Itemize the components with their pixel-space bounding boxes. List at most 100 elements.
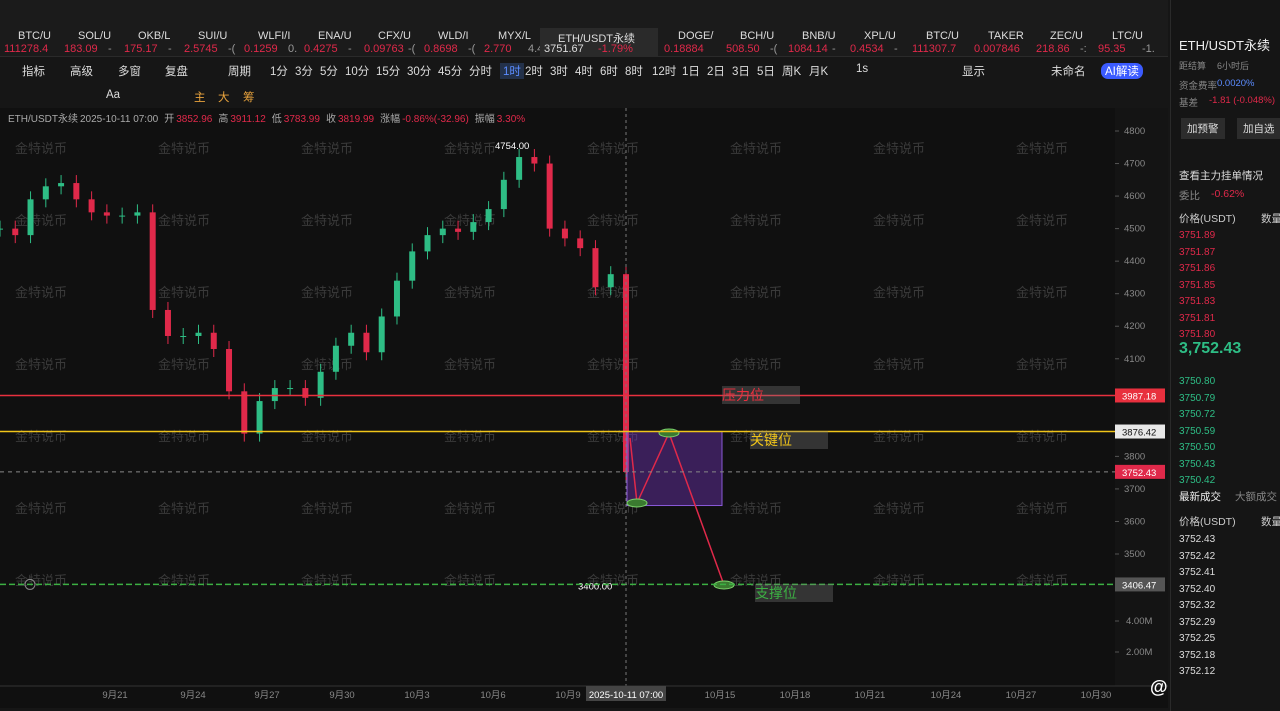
draw-tool[interactable]: 主 [194,92,206,104]
ticker-symbol: SOL/U [78,30,112,42]
info-field: 涨幅 [380,114,401,125]
ticker-tab[interactable]: TAKER 0.007846 [970,28,1030,56]
ticker-tab[interactable]: ZEC/U 218.86 -: [1032,28,1092,56]
toolbar-item[interactable]: 显示 [962,66,985,78]
toolbar-item[interactable]: 分时 [469,66,492,78]
candle [439,228,446,236]
toolbar-item[interactable]: 45分 [438,66,463,78]
watermark: 金特说币 [301,213,353,228]
text: 资金费率 [1179,81,1218,92]
toolbar-item[interactable]: 周K [782,66,802,78]
chart-bg [0,108,1168,708]
watermark: 金特说币 [1016,357,1068,372]
toolbar-item[interactable]: 5日 [757,66,775,78]
watermark: 金特说币 [15,429,67,444]
button[interactable]: 加预警 [1181,118,1225,139]
toolbar-item[interactable]: 12时 [652,66,677,78]
ticker-tab[interactable]: OKB/L 175.17- [120,28,180,56]
ticker-symbol: LTC/U [1112,30,1143,42]
toolbar-item[interactable]: 1时 [500,63,524,79]
toolbar-item[interactable]: 月K [809,66,829,78]
candle [241,391,248,434]
ask-price: 3751.81 [1179,312,1216,324]
watermark: 金特说币 [444,213,496,228]
button[interactable]: 加自选 [1237,118,1280,139]
link: 查看主力挂单情况 [1179,170,1263,182]
toolbar-item[interactable]: 复盘 [165,66,188,78]
toolbar-item[interactable]: 8时 [625,66,643,78]
toolbar-item[interactable]: 1日 [682,66,700,78]
draw-tool[interactable]: 大 [218,92,230,104]
ticker-tab[interactable]: BCH/U 508.50 -( [722,28,782,56]
ticker-tab[interactable]: ETH/USDT永续 3751.67 -1.79% [540,28,658,56]
level-name: 压力位 [722,387,764,403]
candle [302,388,309,398]
toolbar: 指标 高级 多窗 复盘 周期 1分 3分 5分 10分 15分 30分 45分 分时 1时 2时 3时 4时 6时… [0,58,1168,82]
toolbar-item[interactable]: AI解读 [1101,63,1143,79]
ticker-symbol: BCH/U [740,30,775,42]
ticker-tab[interactable]: XPL/U 0.4534- [846,28,906,56]
info-field: 3819.99 [337,114,375,125]
candle [103,212,110,216]
panel-title: ETH/USDT永续 [1179,38,1271,53]
ticker-tab[interactable]: ENA/U 0.4275- [300,28,360,56]
toolbar-item[interactable]: 3时 [550,66,568,78]
toolbar-item[interactable]: 指标 [22,66,45,78]
y-tick-label: 4700 [1124,159,1145,170]
ticker-tab[interactable]: WLFI/I 0.1259 0. [240,28,300,56]
ticker-symbol: WLFI/I [258,30,291,42]
trade-price: 3752.32 [1179,600,1216,611]
toolbar-item[interactable]: 30分 [407,66,432,78]
candle [577,238,584,249]
toolbar-item[interactable]: 4时 [575,66,593,78]
toolbar-item[interactable]: 周期 [228,66,251,78]
toolbar-item[interactable]: 10分 [345,66,370,78]
toolbar-item[interactable]: 6时 [600,66,618,78]
toolbar-item[interactable]: 2日 [707,66,725,78]
ticker-symbol: BTC/U [18,30,51,42]
ticker-symbol: BTC/U [926,30,959,42]
candle [195,332,202,336]
low-marker: 3400.00 [578,582,612,593]
bid-price: 3750.59 [1179,425,1216,437]
x-tick-label: 9月21 [102,690,127,701]
ticker-tab[interactable]: BTC/U 111278.4 [0,28,60,56]
ticker-tab[interactable]: BTC/U 111307.7 [908,28,968,56]
toolbar-item[interactable]: 3分 [295,66,313,78]
toolbar-item[interactable]: 1s [856,63,869,75]
toolbar-item[interactable]: 多窗 [118,66,141,78]
ticker-tab[interactable]: WLD/I 0.8698 -( [420,28,480,56]
draw-tool[interactable]: Aa [106,89,121,101]
candle [271,388,278,402]
toolbar-item[interactable]: 15分 [376,66,401,78]
ticker-tab[interactable]: BNB/U 1084.14- [784,28,844,56]
toolbar-item[interactable]: 1分 [270,66,288,78]
toolbar-item[interactable]: 5分 [320,66,338,78]
toolbar-item[interactable]: 2时 [525,66,543,78]
ticker-tab[interactable]: CFX/U 0.09763 -( [360,28,420,56]
info-field: 开 [164,114,175,125]
ticker-tab[interactable]: LTC/U 95.35 -1. [1094,28,1155,56]
y-tick-label: 3600 [1124,516,1145,527]
toolbar-item[interactable]: 3日 [732,66,750,78]
ticker-change: -1. [1142,43,1155,55]
toolbar-item[interactable]: 未命名 [1051,66,1086,78]
bid-price: 3750.43 [1179,458,1216,470]
candle [424,235,431,252]
candle [470,222,477,232]
ticker-symbol: DOGE/ [678,30,714,42]
ticker-tab[interactable]: MYX/L 2.770 4.4 [480,28,543,56]
anchor [24,578,36,590]
draw-tool[interactable]: 筹 [243,92,255,104]
trade-price: 3752.12 [1179,666,1216,677]
ticker-tab[interactable]: SOL/U 183.09- [60,28,120,56]
bid-price: 3750.42 [1179,475,1216,486]
watermark: 金特说币 [158,501,210,516]
ticker-tab[interactable]: SUI/U 2.5745 -( [180,28,240,56]
toolbar-item[interactable]: 高级 [70,66,93,78]
trade-price: 3752.43 [1179,534,1216,545]
ticker-price: 1084.14 [788,43,828,55]
ticker-tab[interactable]: DOGE/0.18884 [660,28,720,56]
watermark: 金特说币 [301,573,353,588]
x-tick-label: 10月9 [555,690,580,701]
